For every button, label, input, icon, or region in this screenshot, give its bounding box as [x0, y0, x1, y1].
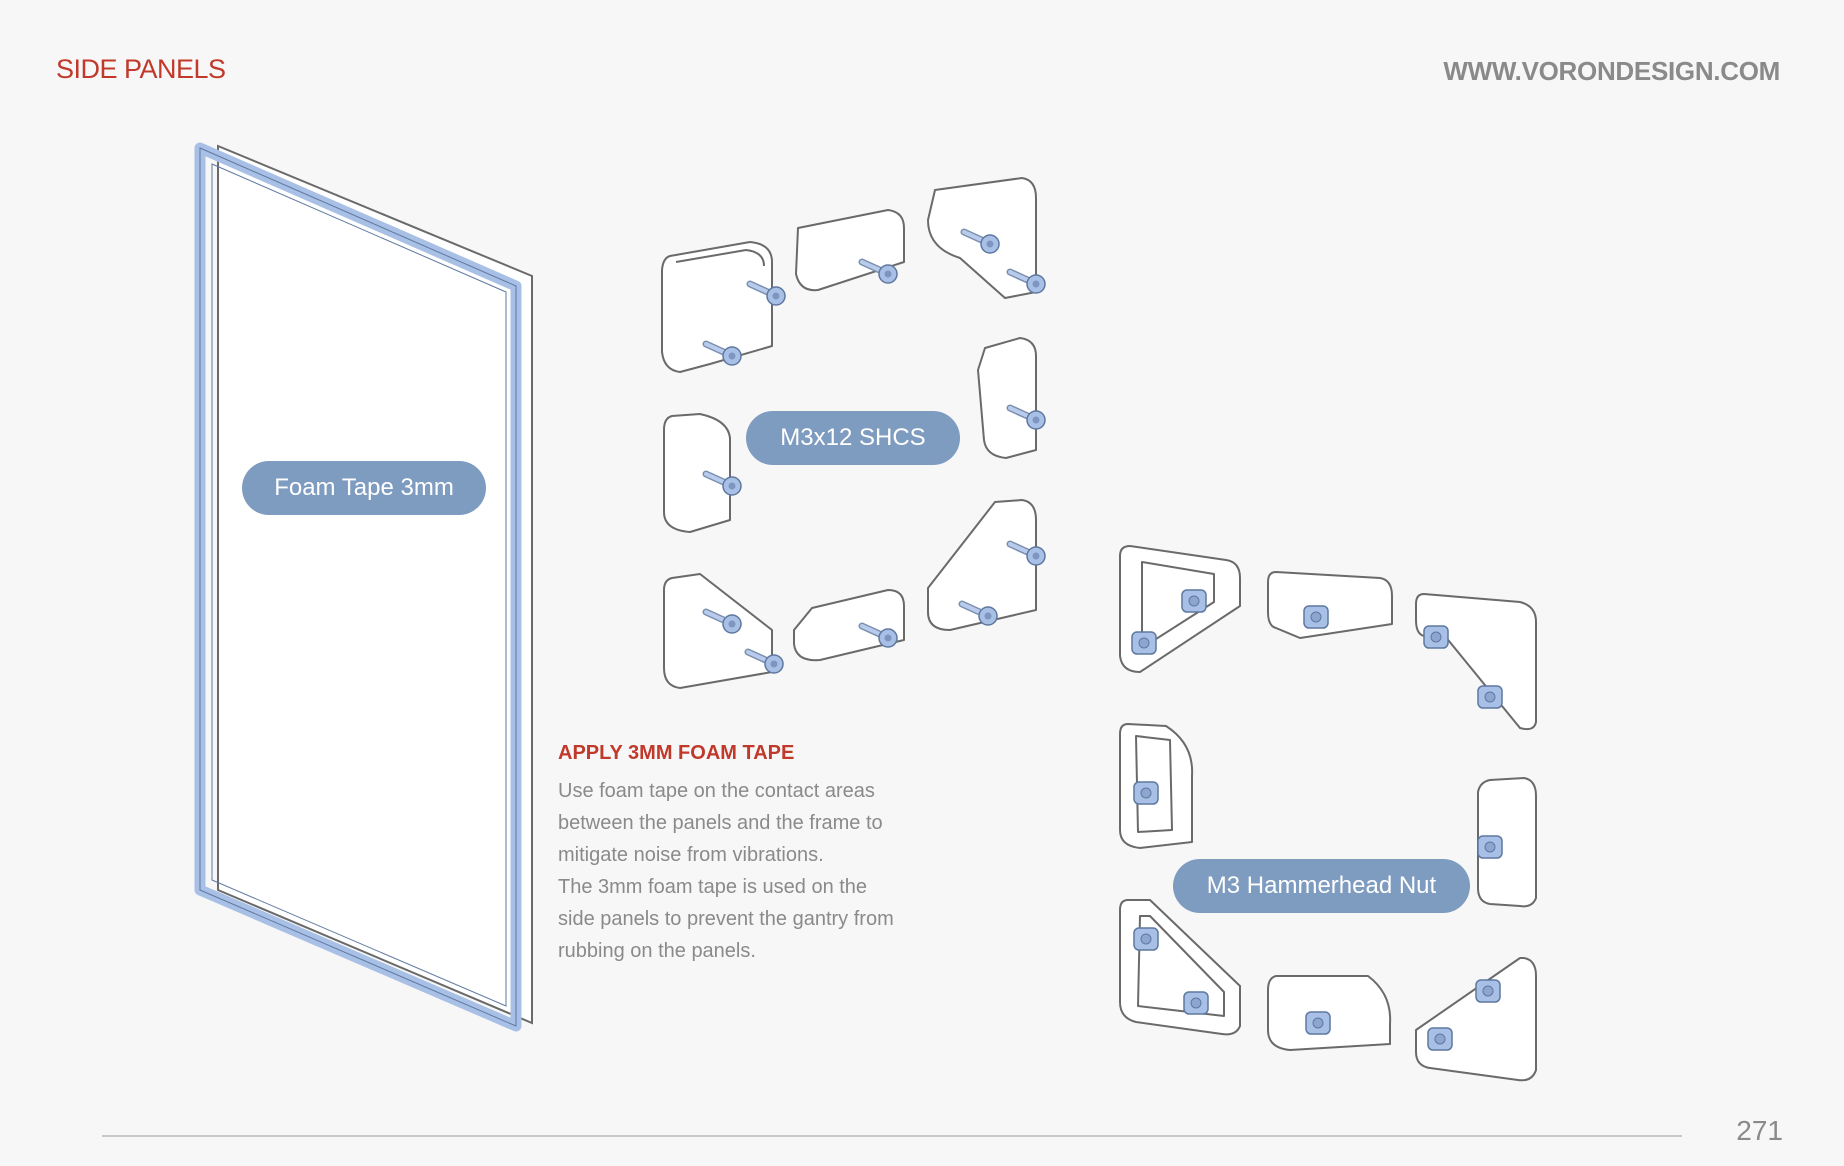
page-number: 271 [1736, 1115, 1783, 1146]
nut-bracket-group [1119, 545, 1537, 1082]
instruction-title: APPLY 3MM FOAM TAPE [558, 742, 795, 764]
section-title: SIDE PANELS [56, 54, 226, 84]
nut-label: M3 Hammerhead Nut [1173, 859, 1470, 913]
side-panel-drawing [194, 142, 533, 1032]
website-url: WWW.VORONDESIGN.COM [1443, 56, 1780, 86]
instruction-body: Use foam tape on the contact areas betwe… [558, 780, 894, 962]
screw-label: M3x12 SHCS [746, 411, 960, 465]
instruction-block: APPLY 3MM FOAM TAPE Use foam tape on the… [558, 742, 918, 967]
foam-tape-label: Foam Tape 3mm [242, 461, 486, 515]
footer-divider [102, 1135, 1682, 1137]
